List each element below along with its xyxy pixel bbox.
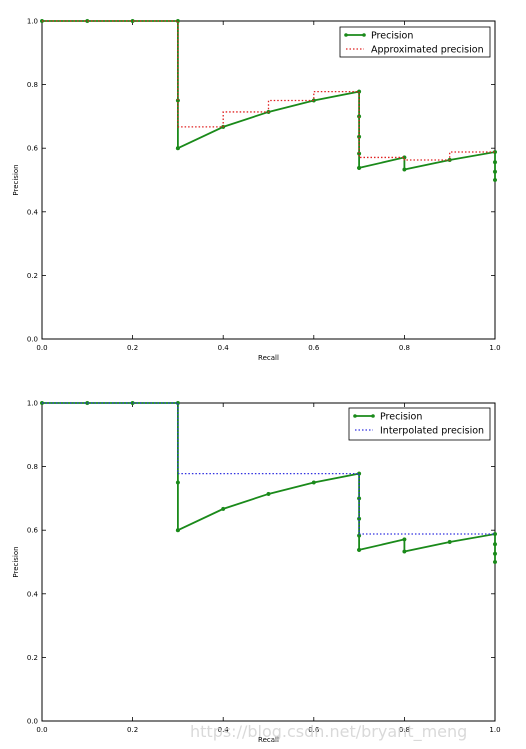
legend-marker	[362, 33, 366, 37]
y-tick-label: 0.8	[27, 463, 38, 471]
y-axis-label: Precision	[12, 546, 20, 577]
x-tick-label: 0.6	[308, 344, 320, 352]
legend-marker	[344, 33, 348, 37]
x-tick-label: 0.6	[308, 726, 320, 734]
plot-frame	[41, 402, 496, 722]
y-tick-label: 1.0	[27, 400, 38, 408]
plot-frame	[41, 20, 496, 340]
data-point	[492, 531, 498, 537]
x-axis-label: Recall	[258, 736, 279, 744]
legend-marker	[353, 414, 357, 418]
data-point	[492, 551, 498, 556]
x-tick-label: 0.8	[399, 726, 410, 734]
data-point	[402, 537, 407, 542]
legend-marker	[371, 414, 375, 418]
legend-label: Precision	[371, 31, 413, 42]
data-point	[492, 169, 498, 174]
y-tick-label: 0.8	[27, 81, 38, 89]
y-tick-label: 0.2	[27, 654, 38, 662]
data-point	[175, 528, 180, 533]
x-tick-label: 0.8	[399, 344, 410, 352]
y-axis-label: Precision	[12, 164, 20, 195]
data-point	[402, 167, 407, 172]
x-tick-label: 1.0	[489, 344, 500, 352]
data-point	[221, 506, 226, 511]
y-tick-label: 0.6	[27, 145, 39, 153]
legend: Precision Interpolated precision	[348, 407, 491, 441]
data-point	[357, 165, 362, 170]
y-tick-label: 0.2	[27, 272, 38, 280]
y-tick-label: 0.0	[27, 718, 38, 726]
chart-panel-2: 0.0 0.2 0.4 0.6 0.8 1.0 0.0 0.2 0.4 0.6 0.8 1.0 Reca…	[12, 400, 501, 745]
x-tick-label: 0.4	[218, 726, 230, 734]
y-tick-label: 0.4	[27, 208, 39, 216]
legend-label: Interpolated precision	[380, 426, 484, 437]
data-point	[311, 98, 316, 103]
legend-label: Approximated precision	[371, 45, 484, 56]
data-point	[492, 542, 498, 547]
y-tick-label: 1.0	[27, 18, 38, 26]
legend-label: Precision	[380, 412, 422, 423]
data-point	[492, 559, 498, 565]
legend: Precision Approximated precision	[339, 26, 491, 58]
x-tick-label: 0.0	[36, 344, 47, 352]
series-line-interpolated-precision	[42, 402, 495, 535]
data-point	[402, 549, 407, 554]
data-point	[175, 480, 180, 485]
y-tick-label: 0.0	[27, 336, 38, 344]
chart-panel-1: 0.0 0.2 0.4 0.6 0.8 1.0 0.0 0.2 0.4 0.6 0.8 1.0 Reca…	[12, 18, 501, 363]
x-tick-label: 0.2	[127, 344, 138, 352]
x-tick-label: 1.0	[489, 726, 500, 734]
legend-box	[339, 26, 491, 58]
data-point	[311, 480, 316, 485]
data-point	[447, 539, 452, 545]
y-tick-label: 0.4	[27, 590, 39, 598]
data-point	[175, 146, 180, 151]
data-point	[357, 547, 362, 552]
data-point	[266, 491, 271, 496]
y-tick-label: 0.6	[27, 527, 39, 535]
legend-box	[348, 407, 491, 441]
data-point	[492, 177, 498, 183]
watermark-text: https://blog.csdn.net/bryant_meng	[190, 722, 467, 742]
x-tick-label: 0.2	[127, 726, 138, 734]
x-tick-label: 0.4	[218, 344, 230, 352]
x-axis-label: Recall	[258, 354, 279, 362]
x-tick-label: 0.0	[36, 726, 47, 734]
data-point	[492, 160, 498, 165]
